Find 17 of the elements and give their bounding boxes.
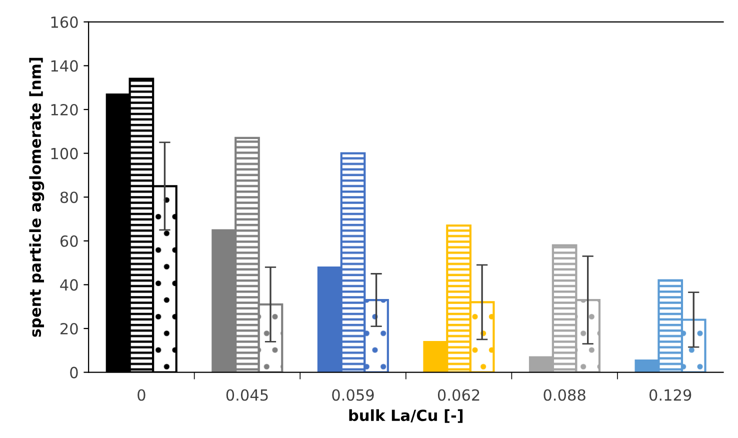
y-tick-label: 160: [51, 16, 78, 28]
y-tick-label: 20: [60, 322, 78, 335]
y-axis-title: spent particle agglomerate [nm]: [29, 58, 44, 337]
y-tick-label: 120: [51, 104, 78, 116]
y-tick-label: 60: [60, 235, 78, 247]
y-tick-label: 0: [70, 366, 78, 378]
x-tick-label: 0.045: [226, 389, 268, 401]
x-tick-label: 0.059: [332, 389, 374, 401]
x-tick-label: 0: [138, 389, 146, 401]
x-tick-label: 0.062: [438, 389, 480, 401]
y-tick-label: 140: [51, 60, 78, 72]
x-axis-title: bulk La/Cu [-]: [349, 409, 463, 423]
x-tick-label: 0.129: [649, 389, 692, 401]
y-tick-label: 100: [51, 148, 78, 160]
y-tick-label: 80: [60, 192, 78, 204]
x-tick-label: 0.088: [544, 389, 586, 401]
y-tick-label: 40: [60, 279, 78, 291]
